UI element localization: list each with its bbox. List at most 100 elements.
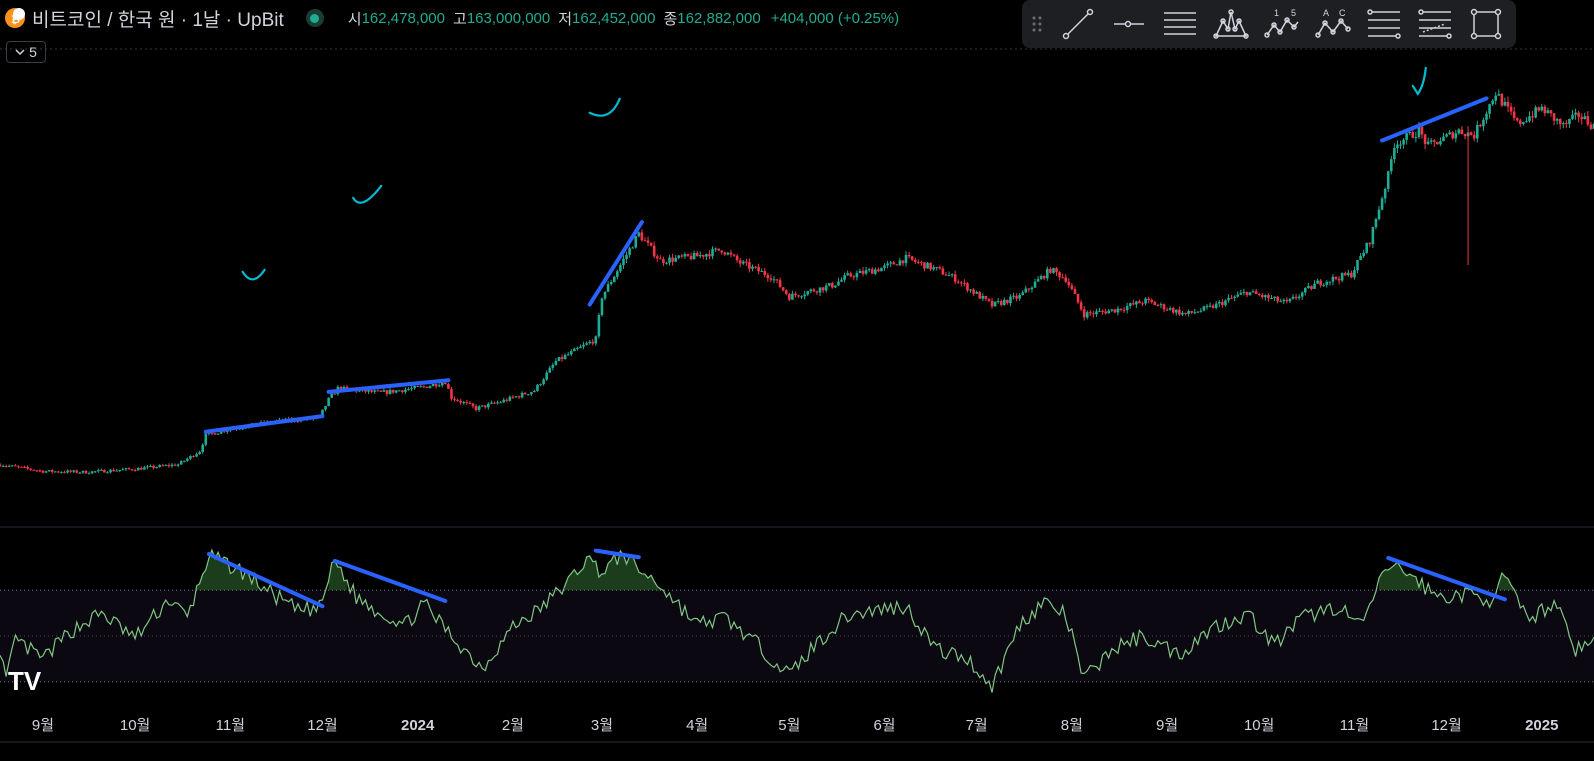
candle-body	[1193, 312, 1197, 314]
indicator-collapse-toggle[interactable]: 5	[6, 41, 46, 63]
candle-body	[585, 343, 588, 345]
candle-body	[1270, 297, 1273, 299]
user-drawings[interactable]	[203, 66, 1507, 609]
candle-body	[1104, 311, 1107, 314]
candle-body	[1205, 306, 1209, 308]
candle-body	[1350, 272, 1353, 278]
horizontal-ray-tool[interactable]	[1103, 0, 1154, 48]
candle-body	[103, 469, 106, 473]
candle-body	[738, 260, 742, 264]
drag-handle-icon[interactable]	[1022, 16, 1052, 32]
candle-body	[453, 398, 456, 400]
candle-body	[1061, 277, 1064, 279]
candle-body	[1414, 137, 1418, 139]
candle-body	[514, 396, 518, 398]
candle-body	[1571, 114, 1574, 119]
candle-body	[66, 470, 69, 473]
candle-body	[539, 384, 542, 386]
candle-body	[496, 402, 499, 404]
fib-retracement-tool[interactable]	[1358, 0, 1409, 48]
candle-body	[1181, 312, 1184, 315]
candle-body	[434, 383, 438, 387]
candle-body	[1208, 305, 1212, 307]
candle-body	[1561, 123, 1565, 125]
candle-body	[1307, 286, 1310, 289]
symbol-title[interactable]: 비트코인 / 한국 원 · 1날 · UpBit	[32, 9, 284, 31]
candle-body	[1257, 293, 1261, 296]
candle-body	[1549, 110, 1553, 114]
candle-body	[1190, 311, 1193, 313]
candle-body	[149, 465, 152, 467]
candle-body	[78, 472, 82, 474]
rsi-trendline	[206, 552, 325, 609]
candle-body	[818, 287, 822, 293]
candle-body	[708, 254, 711, 257]
candle-body	[612, 276, 616, 283]
candle-body	[920, 262, 923, 264]
abcd-pattern-tool[interactable]: A C	[1307, 0, 1358, 48]
candle-body	[947, 275, 951, 277]
candle-body	[1580, 116, 1584, 120]
rectangle-tool[interactable]	[1460, 0, 1511, 48]
candle-body	[1429, 140, 1433, 142]
candle-body	[625, 254, 628, 259]
candle-body	[834, 285, 837, 288]
candle-body	[422, 386, 426, 388]
candle-body	[944, 274, 948, 276]
candle-body	[1033, 281, 1037, 288]
candle-body	[330, 393, 333, 398]
candle-body	[1472, 134, 1476, 139]
candle-body	[781, 287, 785, 291]
candle-body	[139, 467, 143, 470]
drawing-toolbar[interactable]: 1 5 A C	[1022, 0, 1516, 48]
candle-body	[1555, 119, 1559, 121]
high-label: 고	[453, 10, 467, 28]
candle-body	[1558, 119, 1562, 125]
candle-body	[10, 465, 14, 467]
candle-body	[769, 278, 773, 280]
candle-body	[898, 260, 902, 266]
candle-body	[1423, 134, 1427, 144]
candle-body	[530, 392, 533, 395]
candle-body	[695, 252, 699, 257]
candle-body	[1202, 306, 1206, 311]
time-axis[interactable]: 9월 10월 11월 12월 2024 2월 3월 4월 5월 6월 7월 8월 9월 10월 11월 12월…	[32, 717, 1559, 734]
candle-body	[69, 470, 72, 472]
candle-body	[606, 284, 610, 292]
candle-body	[440, 382, 444, 386]
horizontal-ray-tool-icon	[1113, 20, 1144, 28]
horizontal-lines-tool[interactable]	[1154, 0, 1205, 48]
candle-body	[932, 267, 935, 270]
candle-body	[972, 289, 975, 294]
candle-body	[225, 430, 229, 432]
candle-body	[447, 383, 450, 389]
candle-body	[370, 390, 373, 392]
candle-body	[1420, 127, 1424, 135]
candle-body	[548, 367, 552, 373]
candle-body	[591, 341, 595, 344]
trend-line-tool[interactable]	[1052, 0, 1103, 48]
candle-body	[14, 465, 17, 467]
candle-body	[846, 273, 849, 276]
svg-text:₿: ₿	[11, 14, 20, 26]
candle-body	[996, 301, 1000, 303]
candle-body	[511, 396, 515, 398]
candle-body	[121, 469, 125, 471]
candle-body	[1276, 296, 1279, 302]
candle-body	[775, 279, 779, 281]
pattern-tool[interactable]	[1205, 0, 1256, 48]
fib-extension-tool[interactable]	[1409, 0, 1460, 48]
candle-body	[717, 248, 720, 251]
elliott-wave-tool[interactable]: 1 5	[1256, 0, 1307, 48]
candle-body	[327, 397, 330, 406]
candle-body	[1162, 304, 1166, 310]
candle-body	[1030, 287, 1034, 290]
candle-body	[72, 470, 76, 472]
candle-body	[1359, 256, 1362, 261]
candle-body	[634, 236, 638, 248]
candle-body	[1236, 294, 1240, 297]
market-status-icon[interactable]	[305, 9, 324, 27]
candle-body	[1254, 291, 1258, 294]
candle-body	[1417, 127, 1421, 138]
